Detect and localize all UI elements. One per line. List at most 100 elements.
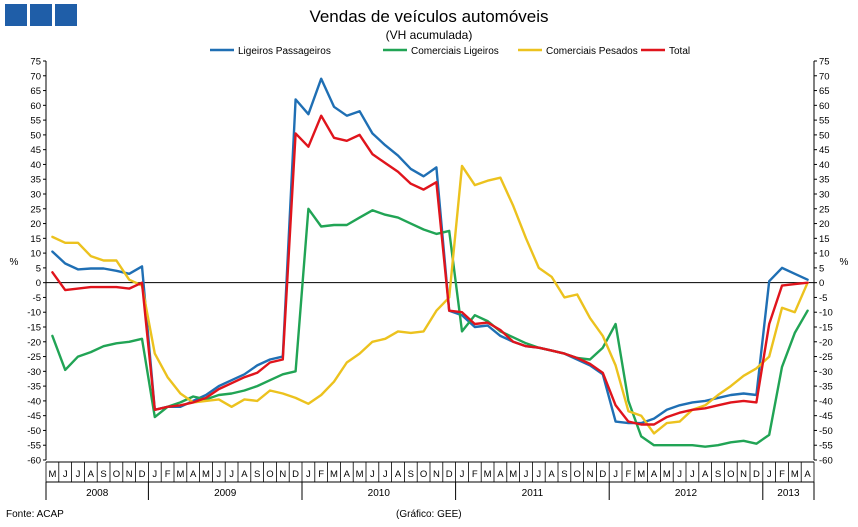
x-tick-label-month: M (509, 469, 517, 480)
y-tick-label-left: -50 (27, 426, 41, 437)
x-year-label: 2009 (214, 488, 237, 499)
x-tick-label-month: N (279, 469, 286, 480)
y-tick-label-left: -25 (27, 352, 41, 363)
x-tick-label-month: J (306, 469, 311, 480)
x-tick-label-month: F (165, 469, 171, 480)
y-tick-label-right: -5 (819, 293, 827, 304)
x-tick-label-month: M (637, 469, 645, 480)
x-tick-label-month: A (548, 469, 555, 480)
x-tick-label-month: J (613, 469, 618, 480)
x-tick-label-month: J (383, 469, 388, 480)
y-tick-label-right: 0 (819, 278, 824, 289)
y-tick-label-right: -30 (819, 367, 833, 378)
credit-note: (Gráfico: GEE) (396, 509, 462, 520)
x-year-label: 2010 (368, 488, 391, 499)
x-tick-label-month: D (599, 469, 606, 480)
x-tick-label-month: O (727, 469, 734, 480)
x-tick-label-month: N (587, 469, 594, 480)
x-tick-label-month: J (63, 469, 68, 480)
x-tick-label-month: J (767, 469, 772, 480)
y-axis-label-left: % (10, 257, 19, 268)
x-tick-label-month: J (152, 469, 157, 480)
y-tick-label-right: 40 (819, 160, 830, 171)
x-tick-label-month: S (408, 469, 414, 480)
y-tick-label-right: 75 (819, 57, 830, 68)
y-tick-label-right: -40 (819, 396, 833, 407)
y-tick-label-left: 15 (30, 234, 41, 245)
series-line-ligeiros-passageiros (51, 77, 809, 425)
x-tick-label-month: N (433, 469, 440, 480)
x-year-label: 2012 (675, 488, 698, 499)
x-tick-label-month: M (330, 469, 338, 480)
x-tick-label-month: M (202, 469, 210, 480)
chart-title: Vendas de veículos automóveis (309, 7, 549, 26)
x-tick-label-month: J (460, 469, 465, 480)
y-axis-label-right: % (840, 257, 849, 268)
y-tick-label-left: -55 (27, 441, 41, 452)
x-tick-label-month: A (395, 469, 402, 480)
y-tick-label-right: 15 (819, 234, 830, 245)
brand-logo-square-1 (5, 4, 27, 26)
brand-logo-square-2 (30, 4, 52, 26)
source-note: Fonte: ACAP (6, 509, 64, 520)
x-tick-label-month: O (113, 469, 120, 480)
x-tick-label-month: A (190, 469, 197, 480)
brand-logo-square-3 (55, 4, 77, 26)
x-year-label: 2011 (522, 488, 544, 499)
y-tick-label-right: -15 (819, 323, 833, 334)
y-tick-label-left: 60 (30, 101, 41, 112)
x-tick-label-month: A (344, 469, 351, 480)
x-tick-label-month: J (536, 469, 541, 480)
x-tick-label-month: A (88, 469, 95, 480)
x-tick-label-month: A (497, 469, 504, 480)
series-line-comerciais-ligeiros (51, 207, 809, 448)
y-tick-label-left: -20 (27, 337, 41, 348)
y-tick-label-right: -60 (819, 456, 833, 467)
series-line-comerciais-pesados (51, 164, 809, 435)
series-lines (51, 77, 809, 448)
y-tick-label-right: -25 (819, 352, 833, 363)
y-tick-label-right: -50 (819, 426, 833, 437)
x-tick-label-month: J (370, 469, 375, 480)
y-tick-label-left: -10 (27, 308, 41, 319)
x-tick-label-month: M (356, 469, 364, 480)
y-tick-label-right: 25 (819, 204, 830, 215)
y-tick-label-left: 0 (36, 278, 41, 289)
y-tick-label-left: -30 (27, 367, 41, 378)
y-tick-label-left: -40 (27, 396, 41, 407)
x-tick-label-month: A (804, 469, 811, 480)
y-tick-label-left: -35 (27, 382, 41, 393)
y-tick-label-right: 50 (819, 130, 830, 141)
y-tick-label-left: 10 (30, 249, 41, 260)
chart-legend: Ligeiros Passageiros Comerciais Ligeiros C… (210, 46, 690, 57)
x-year-label: 2008 (86, 488, 109, 499)
y-tick-label-right: 55 (819, 116, 830, 127)
x-tick-label-month: F (625, 469, 631, 480)
x-tick-label-month: J (524, 469, 529, 480)
y-tick-label-left: 25 (30, 204, 41, 215)
chart-subtitle: (VH acumulada) (385, 28, 473, 42)
x-tick-label-month: J (76, 469, 81, 480)
x-tick-label-month: A (651, 469, 658, 480)
legend-label-comerciais-ligeiros: Comerciais Ligeiros (411, 46, 499, 57)
x-tick-label-month: J (216, 469, 221, 480)
x-tick-label-month: S (254, 469, 260, 480)
x-tick-label-month: J (677, 469, 682, 480)
y-tick-label-left: -15 (27, 323, 41, 334)
x-tick-label-month: D (292, 469, 299, 480)
y-tick-label-left: 50 (30, 130, 41, 141)
y-tick-label-right: 70 (819, 71, 830, 82)
y-tick-label-right: 10 (819, 249, 830, 260)
x-tick-label-month: F (318, 469, 324, 480)
x-tick-label-month: M (176, 469, 184, 480)
x-tick-label-month: M (48, 469, 56, 480)
x-tick-label-month: M (663, 469, 671, 480)
y-tick-label-right: -35 (819, 382, 833, 393)
legend-label-comerciais-pesados: Comerciais Pesados (546, 46, 638, 57)
x-tick-label-month: J (229, 469, 234, 480)
y-tick-label-right: 65 (819, 86, 830, 97)
y-tick-label-right: -55 (819, 441, 833, 452)
y-tick-label-left: 35 (30, 175, 41, 186)
